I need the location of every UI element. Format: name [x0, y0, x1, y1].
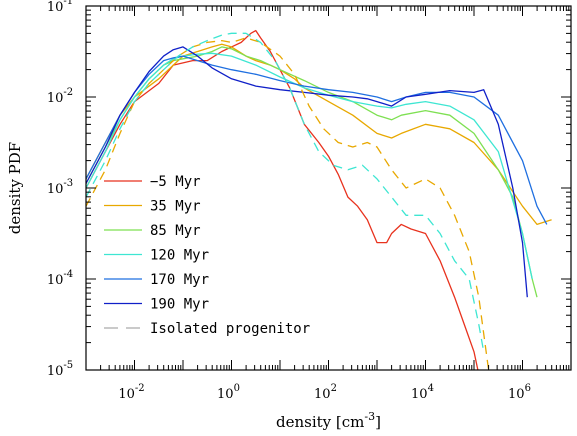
x-tick-label: 102	[314, 383, 337, 402]
y-tick-label: 10-4	[47, 269, 73, 288]
legend-label: 35 Myr	[150, 199, 201, 215]
series-line-7	[86, 37, 490, 370]
series-line-5	[86, 46, 528, 298]
y-tick-label: 10-5	[47, 360, 73, 379]
y-axis-label: density PDF	[6, 142, 24, 234]
series-line-8	[86, 32, 485, 352]
legend-label: 190 Myr	[150, 297, 209, 313]
x-tick-label: 104	[411, 383, 434, 402]
series-line-0	[86, 29, 479, 370]
legend-label: Isolated progenitor	[150, 321, 310, 337]
y-tick-label: 10-3	[47, 178, 73, 197]
series-line-1	[86, 43, 552, 226]
legend-label: 170 Myr	[150, 272, 209, 288]
axes: 10-2 100 102 104 106 10-5 10-4 10-3 10-2 10-1 dens…	[6, 0, 572, 431]
legend: −5 Myr 35 Myr 85 Myr 120 Myr 170 Myr 190 Myr I…	[104, 174, 310, 337]
series-line-4	[86, 55, 548, 225]
plot-area	[86, 29, 552, 370]
x-tick-label: 100	[217, 383, 240, 402]
y-tick-label: 10-2	[47, 87, 73, 106]
x-tick-label: 10-2	[118, 383, 144, 402]
legend-label: −5 Myr	[150, 174, 201, 190]
series-line-3	[86, 52, 533, 280]
y-tick-label: 10-1	[47, 0, 73, 15]
x-axis-label: density [cm-3]	[276, 410, 381, 431]
legend-label: 120 Myr	[150, 248, 209, 264]
x-tick-label: 106	[508, 383, 531, 402]
legend-label: 85 Myr	[150, 223, 201, 239]
